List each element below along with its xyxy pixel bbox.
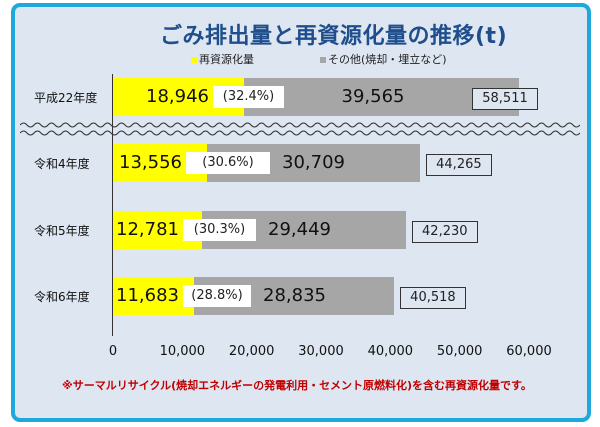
total-label: 42,230 — [411, 221, 478, 243]
legend-item-recycled: 再資源化量 — [191, 51, 254, 67]
percent-label: (32.4%) — [213, 86, 284, 108]
total-label: 58,511 — [472, 88, 538, 110]
total-label: 44,265 — [425, 154, 492, 176]
x-tick-label: 30,000 — [298, 344, 344, 359]
value-label-recycled: 18,946 — [146, 86, 209, 107]
value-label-recycled: 12,781 — [116, 219, 179, 240]
y-axis-line — [112, 74, 113, 336]
value-label-recycled: 11,683 — [116, 285, 179, 306]
x-tick-label: 0 — [108, 344, 118, 359]
percent-label: (28.8%) — [183, 285, 251, 307]
total-label: 40,518 — [399, 287, 466, 309]
category-label: 令和4年度 — [34, 157, 90, 171]
category-label: 令和5年度 — [34, 224, 90, 238]
axis-break-wave — [20, 122, 580, 136]
value-label-recycled: 13,556 — [119, 152, 182, 173]
value-label-other: 29,449 — [268, 219, 331, 240]
value-label-other: 28,835 — [263, 285, 326, 306]
legend-swatch — [320, 57, 326, 63]
legend-label: 再資源化量 — [199, 53, 254, 66]
category-label: 平成22年度 — [34, 91, 98, 105]
x-tick-label: 40,000 — [367, 344, 414, 359]
percent-label: (30.6%) — [186, 152, 270, 174]
x-tick-label: 10,000 — [159, 344, 206, 359]
chart-title: ごみ排出量と再資源化量の推移(t) — [160, 24, 508, 49]
bar-recycled — [113, 277, 194, 315]
footnote: ※サーマルリサイクル(焼却エネルギーの発電利用・セメント原燃料化)を含む再資源化… — [62, 379, 532, 392]
x-tick-label: 50,000 — [436, 344, 483, 359]
value-label-other: 30,709 — [282, 152, 345, 173]
legend-item-other: その他(焼却・埋立など) — [320, 51, 447, 67]
percent-label: (30.3%) — [183, 219, 256, 241]
value-label-other: 39,565 — [341, 86, 405, 107]
legend-swatch — [191, 57, 197, 63]
x-tick-label: 60,000 — [506, 344, 552, 359]
x-tick-label: 20,000 — [228, 344, 275, 359]
category-label: 令和6年度 — [34, 290, 90, 304]
legend-label: その他(焼却・埋立など) — [328, 53, 447, 66]
